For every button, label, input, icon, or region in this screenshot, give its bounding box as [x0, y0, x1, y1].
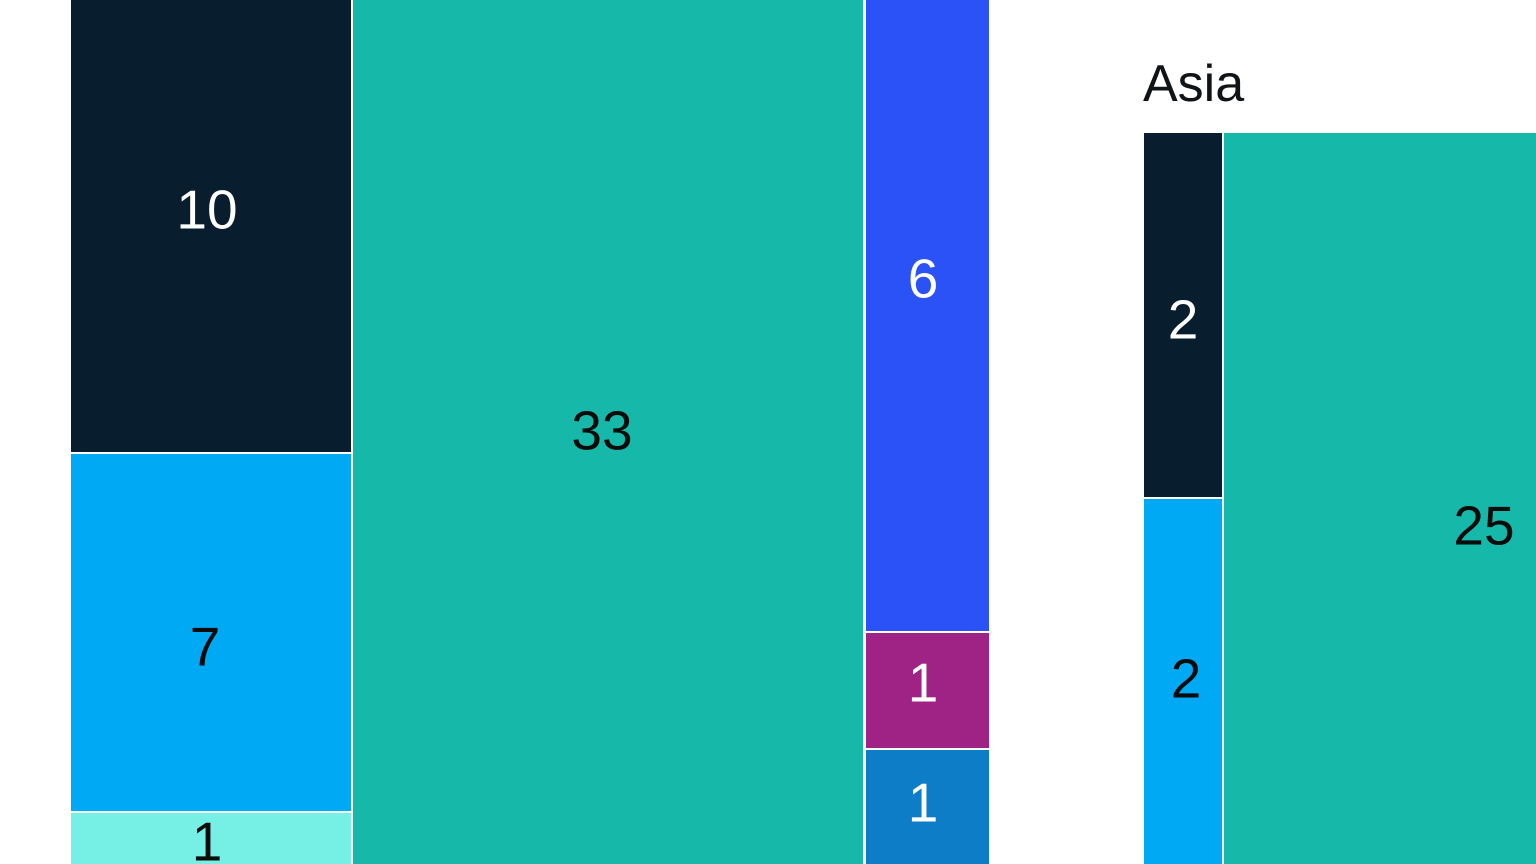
treemap-cell-asia-teal-25[interactable]: 25 [1224, 133, 1536, 864]
cell-value-label: 1 [907, 771, 939, 834]
treemap-cell-aqua-1[interactable]: 1 [71, 813, 351, 864]
treemap-cell-magenta-1[interactable]: 1 [866, 633, 989, 748]
treemap-cell-blue-7[interactable]: 7 [71, 454, 351, 811]
cell-value-label: 6 [907, 247, 939, 310]
treemap-cell-asia-cyan-2[interactable]: 2 [1144, 499, 1222, 864]
cell-value-label: 33 [571, 399, 633, 462]
treemap-cell-asia-navy-2[interactable]: 2 [1144, 133, 1222, 497]
cell-value-label: 10 [176, 178, 238, 241]
cell-value-label: 2 [1167, 288, 1199, 351]
cell-value-label: 1 [191, 810, 223, 864]
cell-value-label: 7 [189, 615, 221, 678]
treemap-cell-navy-10[interactable]: 10 [71, 0, 351, 452]
treemap-cell-teal-33[interactable]: 33 [353, 0, 863, 864]
cell-value-label: 2 [1170, 647, 1202, 710]
treemap-cell-cerulean-1[interactable]: 1 [866, 750, 989, 864]
cell-value-label: 25 [1453, 494, 1515, 557]
treemap-cell-royal-6[interactable]: 6 [866, 0, 989, 631]
cell-value-label: 1 [907, 651, 939, 714]
panel-title-asia: Asia [1143, 55, 1245, 113]
